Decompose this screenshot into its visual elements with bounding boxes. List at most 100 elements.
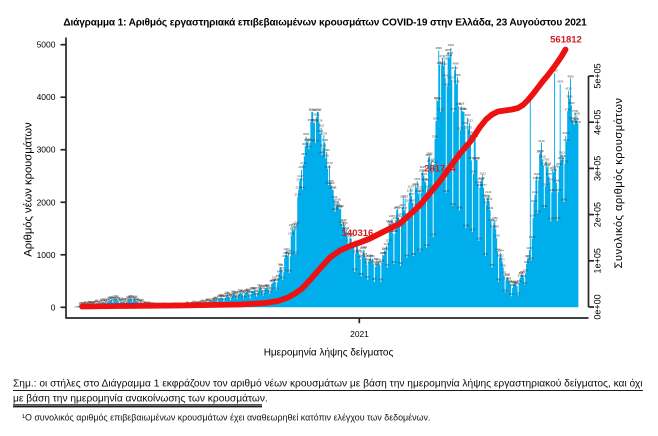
svg-text:3519: 3519 [311, 118, 318, 122]
svg-text:761: 761 [385, 263, 390, 267]
svg-text:1004: 1004 [380, 251, 387, 255]
svg-text:103: 103 [130, 297, 135, 301]
svg-text:51: 51 [146, 300, 150, 304]
svg-text:3550: 3550 [573, 117, 580, 121]
svg-text:371: 371 [264, 284, 269, 288]
svg-text:165: 165 [217, 294, 222, 298]
svg-text:3740: 3740 [565, 107, 572, 111]
svg-text:171: 171 [113, 294, 118, 298]
svg-text:1505: 1505 [490, 225, 497, 229]
svg-text:281744: 281744 [424, 164, 456, 175]
svg-text:3250: 3250 [303, 132, 310, 136]
svg-text:91: 91 [104, 298, 108, 302]
svg-text:323: 323 [260, 286, 265, 290]
svg-text:3720: 3720 [314, 108, 321, 112]
svg-text:61: 61 [198, 300, 202, 304]
svg-text:952: 952 [499, 254, 504, 258]
svg-text:1555: 1555 [341, 221, 348, 225]
svg-text:382: 382 [265, 283, 270, 287]
svg-text:4855: 4855 [445, 48, 452, 52]
svg-text:294: 294 [244, 288, 249, 292]
svg-text:2719: 2719 [300, 161, 307, 165]
svg-text:3725: 3725 [438, 108, 445, 112]
svg-text:271: 271 [237, 289, 242, 293]
svg-text:162: 162 [221, 294, 226, 298]
svg-text:435: 435 [522, 281, 527, 285]
svg-text:3836: 3836 [455, 102, 462, 106]
svg-text:923: 923 [367, 254, 372, 258]
svg-text:2001: 2001 [406, 198, 413, 202]
svg-text:566: 566 [521, 274, 526, 278]
svg-text:69: 69 [209, 299, 213, 303]
svg-text:2182: 2182 [443, 189, 450, 193]
svg-text:2396: 2396 [478, 177, 485, 181]
svg-text:2178: 2178 [407, 188, 414, 192]
svg-text:1083: 1083 [360, 246, 367, 250]
svg-text:2286: 2286 [477, 183, 484, 187]
svg-text:3142: 3142 [304, 138, 311, 142]
svg-text:47: 47 [147, 301, 151, 305]
svg-text:1924: 1924 [334, 202, 341, 206]
svg-text:1891: 1891 [336, 204, 343, 208]
svg-text:144: 144 [213, 296, 218, 300]
svg-text:205: 205 [254, 292, 259, 296]
svg-text:2406: 2406 [414, 177, 421, 181]
svg-text:3278: 3278 [321, 131, 328, 135]
svg-text:280: 280 [262, 289, 267, 293]
svg-text:2324: 2324 [328, 181, 335, 185]
svg-text:3650: 3650 [574, 111, 581, 115]
svg-text:3e+05: 3e+05 [593, 156, 603, 181]
svg-text:1398: 1398 [392, 229, 399, 233]
svg-text:4388: 4388 [454, 73, 461, 77]
svg-text:3291: 3291 [467, 130, 474, 134]
svg-text:1854: 1854 [394, 206, 401, 210]
svg-text:289: 289 [245, 288, 250, 292]
svg-text:3720: 3720 [310, 108, 317, 112]
svg-text:128: 128 [214, 296, 219, 300]
svg-text:4207: 4207 [444, 83, 451, 87]
svg-text:2072: 2072 [402, 195, 409, 199]
svg-text:93: 93 [100, 298, 104, 302]
svg-text:452: 452 [517, 279, 522, 283]
svg-text:120: 120 [210, 297, 215, 301]
svg-text:78: 78 [138, 299, 142, 303]
svg-text:2522: 2522 [480, 171, 487, 175]
svg-text:175: 175 [128, 294, 133, 298]
svg-text:2620: 2620 [298, 165, 305, 169]
svg-text:160: 160 [114, 294, 119, 298]
svg-text:1370: 1370 [344, 232, 351, 236]
svg-text:2398: 2398 [422, 177, 429, 181]
svg-text:180: 180 [218, 293, 223, 297]
svg-text:3000: 3000 [37, 145, 56, 155]
svg-text:456: 456 [512, 279, 517, 283]
svg-text:1880: 1880 [338, 204, 345, 208]
svg-text:4120: 4120 [565, 87, 572, 91]
svg-text:2427: 2427 [536, 176, 543, 180]
svg-text:247: 247 [249, 290, 254, 294]
svg-text:0e+00: 0e+00 [593, 294, 603, 319]
svg-text:1868: 1868 [337, 205, 344, 209]
svg-text:149: 149 [212, 296, 217, 300]
svg-text:42: 42 [86, 301, 90, 305]
svg-text:71: 71 [124, 300, 128, 304]
svg-text:1064: 1064 [283, 247, 290, 251]
svg-text:1308: 1308 [529, 235, 536, 239]
svg-text:126: 126 [216, 297, 221, 301]
svg-text:2798: 2798 [468, 156, 475, 160]
svg-text:643: 643 [277, 269, 282, 273]
svg-text:94: 94 [206, 298, 210, 302]
svg-text:1628: 1628 [488, 218, 495, 222]
svg-text:2666: 2666 [544, 163, 551, 167]
svg-text:980: 980 [411, 252, 416, 256]
svg-text:3730: 3730 [460, 107, 467, 111]
svg-text:2585: 2585 [429, 167, 436, 171]
svg-text:2925: 2925 [537, 149, 544, 153]
svg-text:1875: 1875 [395, 205, 402, 209]
svg-text:569: 569 [506, 273, 511, 277]
svg-text:92: 92 [140, 298, 144, 302]
svg-text:117: 117 [119, 297, 124, 301]
svg-text:3421: 3421 [318, 123, 325, 127]
svg-text:3544: 3544 [433, 117, 440, 121]
svg-text:Συνολικός αριθμός κρουσμάτων: Συνολικός αριθμός κρουσμάτων [613, 98, 625, 269]
svg-text:2329: 2329 [325, 181, 332, 185]
